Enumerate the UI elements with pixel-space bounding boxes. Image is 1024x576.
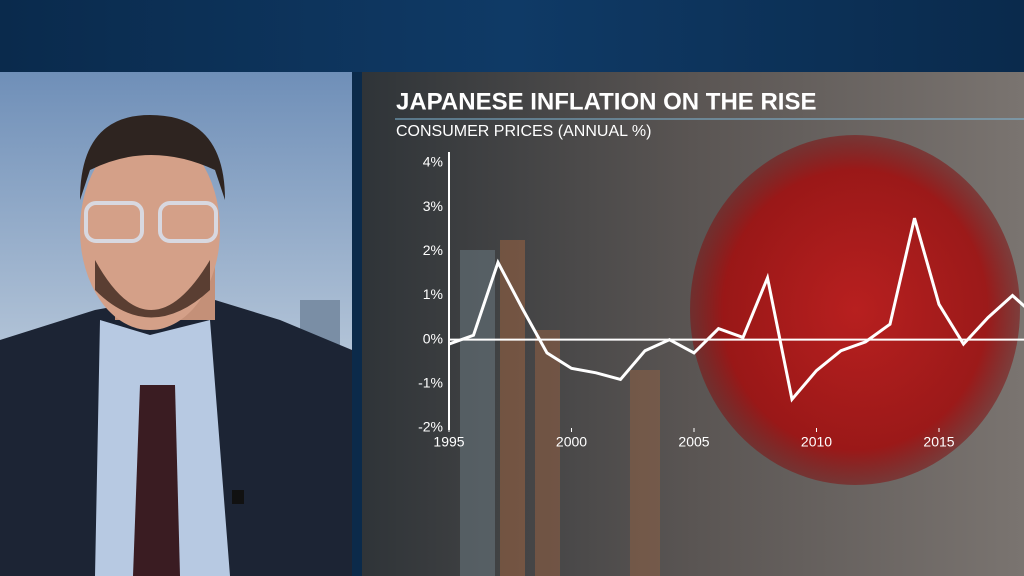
y-tick-label: 2% <box>423 242 443 258</box>
x-tick-label: 2015 <box>923 434 954 450</box>
y-tick-label: 1% <box>423 286 443 302</box>
chart-subtitle: CONSUMER PRICES (ANNUAL %) <box>396 123 651 140</box>
y-tick-label: 3% <box>423 198 443 214</box>
y-tick-label: -1% <box>418 375 443 391</box>
x-tick-label: 2000 <box>556 434 587 450</box>
y-tick-label: -2% <box>418 419 443 435</box>
y-tick-label: 0% <box>423 330 443 346</box>
presenter-panel <box>0 72 352 576</box>
y-tick-label: 4% <box>423 154 443 170</box>
top-bar <box>0 0 1024 72</box>
chart-background <box>362 72 1024 576</box>
x-tick-label: 1995 <box>433 434 464 450</box>
panel-divider <box>352 72 362 576</box>
plot-area <box>448 217 1024 403</box>
chart-title: JAPANESE INFLATION ON THE RISE <box>396 88 816 115</box>
x-tick-label: 2010 <box>801 434 832 450</box>
x-tick-label: 2005 <box>678 434 709 450</box>
data-line <box>448 217 1024 403</box>
